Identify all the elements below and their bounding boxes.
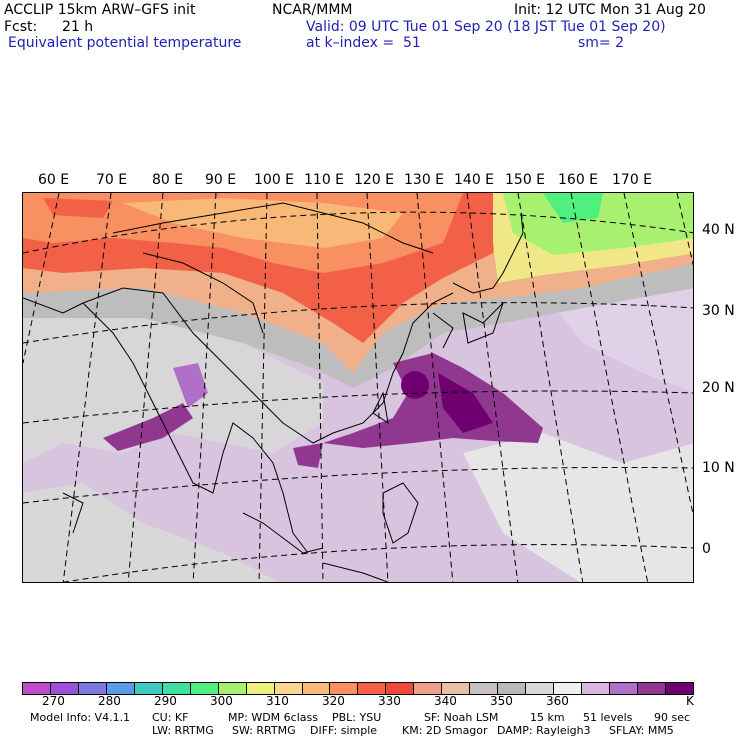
colorbar-segment <box>386 683 415 694</box>
colorbar-segment <box>218 683 247 694</box>
lon-label: 60 E <box>38 172 70 188</box>
footer-item: SF: Noah LSM <box>424 711 499 724</box>
colorbar-tick: 360 <box>546 694 569 708</box>
lon-label: 110 E <box>304 172 345 188</box>
level-info: at k–index = 51 <box>306 35 421 51</box>
colorbar-segment <box>358 683 387 694</box>
center-label: NCAR/MMM <box>272 2 353 18</box>
colorbar-segment <box>134 683 163 694</box>
colorbar-segment <box>78 683 107 694</box>
fcst-label: Fcst: <box>4 19 38 35</box>
colorbar-segment <box>246 683 275 694</box>
footer-item: SW: RRTMG <box>232 724 296 737</box>
colorbar-tick: 340 <box>434 694 457 708</box>
colorbar-tick: 270 <box>42 694 65 708</box>
colorbar-tick: 290 <box>154 694 177 708</box>
colorbar-tick: 280 <box>98 694 121 708</box>
colorbar-segment <box>442 683 471 694</box>
colorbar-tick: 300 <box>210 694 233 708</box>
colorbar-tick: 350 <box>490 694 513 708</box>
map-panel <box>22 192 694 583</box>
red-patch <box>43 198 113 218</box>
smooth-info: sm= 2 <box>578 35 625 51</box>
lat-label: 10 N <box>702 460 735 476</box>
lon-label: 130 E <box>404 172 445 188</box>
footer-item: 51 levels <box>583 711 633 724</box>
colorbar-segment <box>23 683 51 694</box>
colorbar-segment <box>330 683 359 694</box>
purple-patch <box>173 363 208 408</box>
coastlines <box>23 202 524 582</box>
lon-label: 90 E <box>205 172 237 188</box>
colorbar <box>22 682 694 695</box>
colorbar-tick: 330 <box>378 694 401 708</box>
colorbar-segment <box>582 683 611 694</box>
init-time: Init: 12 UTC Mon 31 Aug 20 <box>514 2 706 18</box>
footer-item: 90 sec <box>654 711 691 724</box>
colorbar-segment <box>274 683 303 694</box>
lat-label: 40 N <box>702 222 735 238</box>
footer-item: SFLAY: MM5 <box>609 724 674 737</box>
colorbar-unit: K <box>686 694 694 708</box>
colorbar-segment <box>610 683 638 694</box>
footer-item: Model Info: V4.1.1 <box>30 711 131 724</box>
lat-label: 30 N <box>702 303 735 319</box>
footer-item: DIFF: simple <box>310 724 378 737</box>
grey-region <box>23 483 280 582</box>
colorbar-segment <box>106 683 135 694</box>
grey-region <box>23 305 323 463</box>
green-region <box>503 193 693 255</box>
typhoon-core <box>401 371 429 399</box>
footer-item: PBL: YSU <box>332 711 382 724</box>
dark-core <box>438 373 493 433</box>
colorbar-segment <box>637 683 666 694</box>
colorbar-segment <box>162 683 191 694</box>
lon-label: 100 E <box>254 172 295 188</box>
colorbar-segment <box>498 683 527 694</box>
valid-time: Valid: 09 UTC Tue 01 Sep 20 (18 JST Tue … <box>306 19 666 35</box>
colorbar-segment <box>414 683 443 694</box>
footer-item: MP: WDM 6class <box>228 711 318 724</box>
grey-region <box>463 433 693 582</box>
lon-label: 170 E <box>612 172 653 188</box>
lat-label: 20 N <box>702 380 735 396</box>
lon-label: 150 E <box>505 172 546 188</box>
lon-label: 120 E <box>354 172 395 188</box>
fcst-value: 21 h <box>62 19 94 35</box>
field-name: Equivalent potential temperature <box>8 35 242 51</box>
footer-item: CU: KF <box>152 711 189 724</box>
colorbar-segment <box>554 683 583 694</box>
footer-item: KM: 2D Smagor <box>402 724 488 737</box>
equivalent-potential-temperature-map <box>23 193 693 582</box>
colorbar-segment <box>526 683 555 694</box>
footer-item: LW: RRTMG <box>152 724 214 737</box>
footer-item: DAMP: Rayleigh3 <box>497 724 591 737</box>
colorbar-segment <box>50 683 79 694</box>
model-title: ACCLIP 15km ARW–GFS init <box>4 2 196 18</box>
colorbar-segment <box>665 683 693 694</box>
graticule <box>23 193 693 582</box>
colorbar-tick: 320 <box>322 694 345 708</box>
light-orange-region <box>123 198 403 248</box>
purple-patch <box>293 443 323 468</box>
footer-item: 15 km <box>530 711 565 724</box>
lon-label: 160 E <box>558 172 599 188</box>
lon-label: 70 E <box>96 172 128 188</box>
colorbar-segment <box>302 683 331 694</box>
colorbar-segment <box>470 683 499 694</box>
colorbar-segment <box>190 683 219 694</box>
lon-label: 140 E <box>454 172 495 188</box>
green-core <box>543 193 603 223</box>
lat-label: 0 <box>702 541 711 557</box>
lon-label: 80 E <box>152 172 184 188</box>
colorbar-tick: 310 <box>266 694 289 708</box>
purple-band-india <box>103 403 193 451</box>
